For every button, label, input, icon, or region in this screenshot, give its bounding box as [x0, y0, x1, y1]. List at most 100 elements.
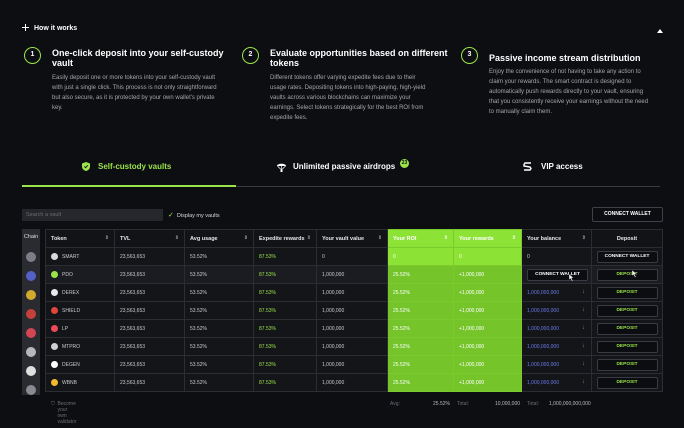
balance-cell[interactable]: 1,000,000,000 ↓: [521, 301, 592, 320]
tab-label: VIP access: [541, 162, 583, 171]
your-rewards-cell: +1,000,000: [453, 373, 522, 392]
col-vault-value[interactable]: Your vault value ⇕: [316, 229, 388, 248]
table-row: DEGEN 23,563,653 53.52% 87.53% 1,000,000 25.5…: [45, 355, 663, 374]
sort-icon: ⇕: [306, 235, 311, 241]
avg-value: 25.52%: [433, 401, 450, 407]
vault-value-cell: 1,000,000: [316, 373, 388, 392]
tab-label: Unlimited passive airdrops: [293, 162, 396, 171]
col-your-balance[interactable]: Your balance ⇕: [521, 229, 592, 248]
your-rewards-cell: +1,000,000: [453, 319, 522, 338]
table-row: WBNB 23,563,653 53.52% 87.53% 1,000,000 25.52…: [45, 373, 663, 392]
your-rewards-cell: +1,000,000: [453, 265, 522, 284]
total-value: 10,000,000: [495, 401, 521, 407]
plus-icon: [22, 24, 29, 31]
chain-icon[interactable]: [26, 385, 36, 395]
balance-cell[interactable]: 1,000,000,000 ↓: [521, 355, 592, 374]
col-your-rewards[interactable]: Your rewards ⇕: [453, 229, 522, 248]
arrow-down-icon[interactable]: ↓: [582, 379, 585, 385]
tvl-cell: 23,563,653: [114, 337, 185, 356]
chain-icon[interactable]: [26, 328, 36, 338]
connect-wallet-button[interactable]: CONNECT WALLET: [592, 207, 663, 222]
search-vault-input[interactable]: [22, 209, 163, 221]
table-row: LP 23,563,653 53.52% 87.53% 1,000,000 25.52% +…: [45, 319, 663, 338]
deposit-cell: DEPOSIT: [591, 373, 663, 392]
expedite-rewards-cell: 87.53%: [253, 319, 317, 338]
chain-icon[interactable]: [26, 271, 36, 281]
col-avg-usage[interactable]: Avg usage ⇕: [184, 229, 254, 248]
token-cell: SMART: [45, 247, 115, 266]
chain-icon[interactable]: [26, 366, 36, 376]
row-connect-wallet-button[interactable]: CONNECT WALLET: [527, 269, 588, 281]
how-it-works-title: How it works: [34, 25, 78, 32]
balance-cell[interactable]: 1,000,000,000 ↓: [521, 373, 592, 392]
chain-icon[interactable]: [26, 290, 36, 300]
balance-cell[interactable]: 1,000,000,000 ↓: [521, 283, 592, 302]
deposit-button[interactable]: DEPOSIT: [596, 358, 658, 371]
col-your-roi[interactable]: Your ROI ⇕: [387, 229, 454, 248]
step-title: Evaluate opportunities based on differen…: [270, 48, 448, 68]
deposit-button[interactable]: DEPOSIT: [596, 304, 658, 317]
chain-icon[interactable]: [26, 309, 36, 319]
token-cell: DEGEN: [45, 355, 115, 374]
vault-value-cell: 0: [316, 247, 388, 266]
shield-icon: [82, 162, 90, 171]
table-row: DEREX 23,563,653 53.52% 87.53% 1,000,000 25.5…: [45, 283, 663, 302]
expedite-rewards-cell: 87.53%: [253, 247, 317, 266]
deposit-button[interactable]: DEPOSIT: [596, 376, 658, 389]
table-header-row: Token ⇕ TVL ⇕ Avg usage ⇕ Expedite rewards ⇕…: [45, 229, 663, 248]
active-tab-indicator: [22, 185, 236, 187]
display-my-vaults-label: Display my vaults: [176, 213, 220, 219]
token-cell: DEREX: [45, 283, 115, 302]
tvl-cell: 23,563,653: [114, 247, 185, 266]
arrow-down-icon[interactable]: ↓: [582, 343, 585, 349]
chain-icon[interactable]: [26, 252, 36, 262]
total-label: Total:: [457, 401, 469, 407]
vault-value-cell: 1,000,000: [316, 301, 388, 320]
token-cell: WBNB: [45, 373, 115, 392]
arrow-down-icon[interactable]: ↓: [582, 289, 585, 295]
table-row: MTPRO 23,563,653 53.52% 87.53% 1,000,000 25.5…: [45, 337, 663, 356]
avg-usage-cell: 53.52%: [184, 319, 254, 338]
sort-icon: ⇕: [581, 235, 586, 241]
arrow-down-icon[interactable]: ↓: [582, 325, 585, 331]
vault-value-cell: 1,000,000: [316, 319, 388, 338]
balance-cell[interactable]: 1,000,000,000 ↓: [521, 337, 592, 356]
tvl-cell: 23,563,653: [114, 319, 185, 338]
expedite-rewards-cell: 87.53%: [253, 355, 317, 374]
table-row: SHIELD 23,563,653 53.52% 87.53% 1,000,000 25.…: [45, 301, 663, 320]
chain-icon[interactable]: [26, 347, 36, 357]
expedite-rewards-cell: 87.53%: [253, 337, 317, 356]
deposit-cell: DEPOSIT: [591, 355, 663, 374]
col-token[interactable]: Token ⇕: [45, 229, 115, 248]
chevron-up-icon[interactable]: [657, 29, 663, 33]
arrow-down-icon[interactable]: ↓: [582, 307, 585, 313]
deposit-cell: DEPOSIT: [591, 301, 663, 320]
step-number: 1: [24, 47, 41, 64]
total2-value: 1,000,000,000,000: [549, 401, 591, 407]
how-it-works-header[interactable]: How it works: [0, 0, 684, 40]
connect-wallet-button[interactable]: CONNECT WALLET: [596, 250, 658, 263]
deposit-button[interactable]: DEPOSIT: [596, 268, 658, 281]
balance-cell[interactable]: 1,000,000,000 ↓: [521, 319, 592, 338]
arrow-down-icon[interactable]: ↓: [582, 361, 585, 367]
avg-usage-cell: 53.52%: [184, 355, 254, 374]
vault-value-cell: 1,000,000: [316, 265, 388, 284]
token-icon: [51, 307, 58, 314]
table-footer: ⛉ Become your own validator Avg: 25.52% …: [45, 401, 662, 425]
deposit-button[interactable]: DEPOSIT: [596, 322, 658, 335]
token-icon: [51, 271, 58, 278]
sort-icon: ⇕: [443, 235, 448, 241]
avg-usage-cell: 53.52%: [184, 247, 254, 266]
col-tvl[interactable]: TVL ⇕: [114, 229, 185, 248]
token-icon: [51, 361, 58, 368]
sort-icon: ⇕: [174, 235, 179, 241]
deposit-cell: DEPOSIT: [591, 337, 663, 356]
deposit-button[interactable]: DEPOSIT: [596, 286, 658, 299]
deposit-button[interactable]: DEPOSIT: [596, 340, 658, 353]
token-cell: PDO: [45, 265, 115, 284]
display-my-vaults-checkbox[interactable]: ✓ Display my vaults: [168, 211, 220, 219]
token-icon: [51, 379, 58, 386]
validator-note: ⛉ Become your own validator: [51, 401, 77, 425]
col-expedite-rewards[interactable]: Expedite rewards ⇕: [253, 229, 317, 248]
token-icon: [51, 253, 58, 260]
